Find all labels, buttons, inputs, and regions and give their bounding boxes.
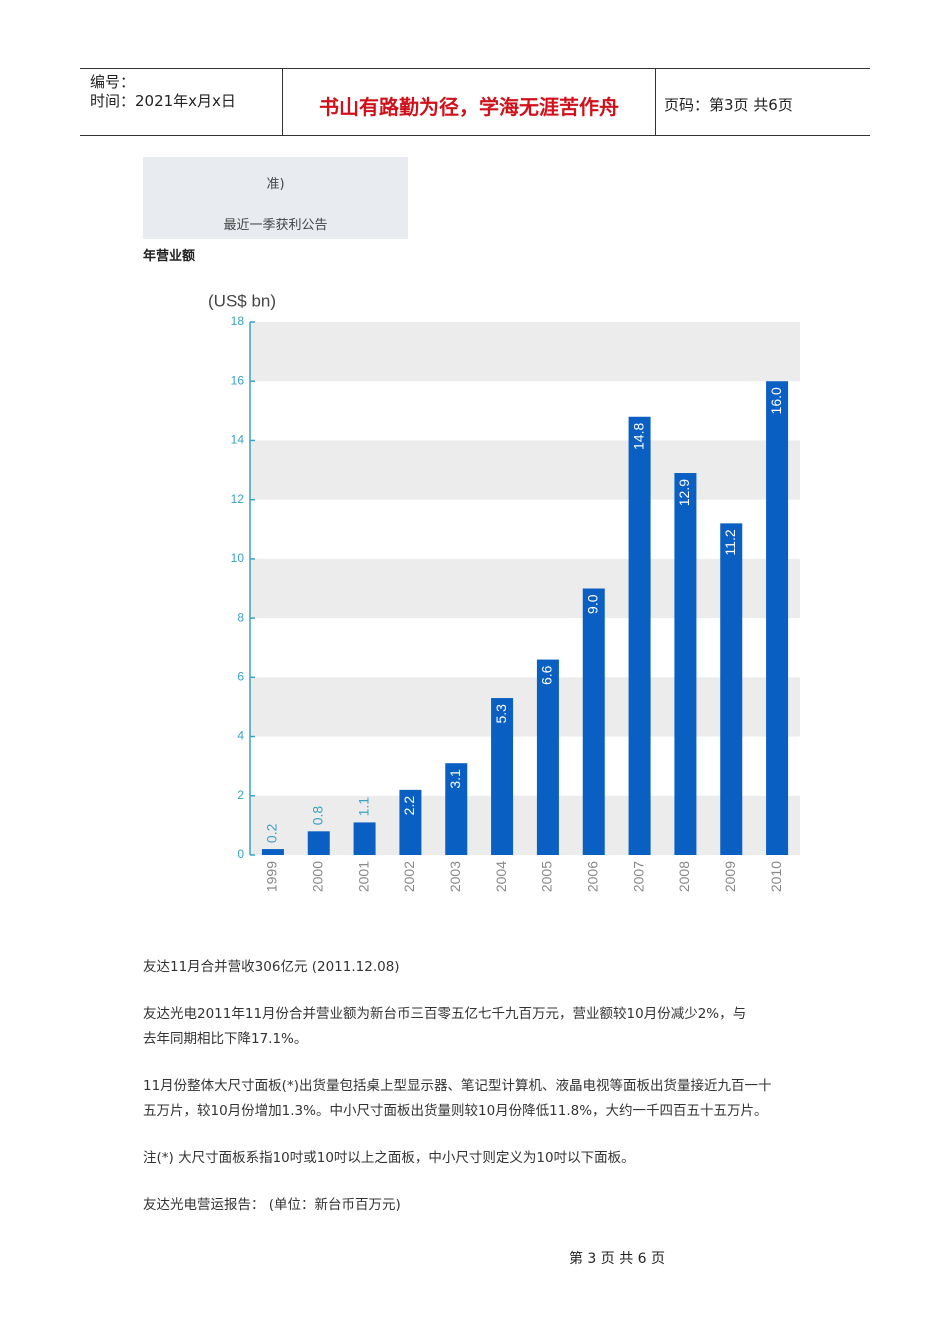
footer: 第 3 页 共 6 页 — [568, 1251, 666, 1267]
value-label: 0.2 — [264, 823, 280, 843]
paragraph-line: 注(*) 大尺寸面板系指10吋或10吋以上之面板，中小尺寸则定义为10吋以下面板… — [143, 1150, 635, 1166]
x-tick-label: 2004 — [493, 861, 509, 892]
bar — [582, 588, 605, 855]
time-label: 时间：2021年x月x日 — [90, 92, 236, 110]
value-label: 5.3 — [493, 704, 509, 724]
value-label: 11.2 — [722, 529, 738, 555]
x-tick-label: 2007 — [630, 861, 646, 892]
value-label: 3.1 — [447, 769, 463, 789]
bar — [307, 831, 330, 855]
bar — [445, 763, 468, 855]
info-box: 准) 最近一季获利公告 — [143, 157, 408, 239]
grid-band — [250, 795, 800, 855]
y-axis-label: (US$ bn) — [208, 291, 276, 310]
value-label: 12.9 — [676, 479, 692, 506]
grid-band — [250, 558, 800, 619]
grid-band — [250, 322, 800, 382]
paragraph-line: 去年同期相比下降17.1%。 — [143, 1031, 308, 1047]
paragraph-line: 五万片，较10月份增加1.3%。中小尺寸面板出货量则较10月份降低11.8%，大… — [143, 1103, 768, 1119]
x-tick-label: 2002 — [401, 861, 417, 892]
bar — [536, 659, 559, 855]
bar — [491, 698, 514, 855]
box-line: 准) — [266, 177, 285, 192]
y-tick-label: 6 — [237, 670, 244, 684]
header-divider — [282, 68, 283, 136]
bar — [353, 822, 376, 855]
grid-band — [250, 440, 800, 500]
value-label: 2.2 — [401, 796, 417, 816]
y-tick-label: 16 — [231, 373, 245, 387]
box-line: 最近一季获利公告 — [223, 218, 328, 233]
value-label: 1.1 — [355, 797, 371, 817]
y-tick-label: 12 — [231, 492, 245, 506]
x-tick-label: 2006 — [584, 861, 600, 892]
value-label: 0.8 — [309, 806, 325, 826]
bar — [261, 849, 284, 855]
y-tick-label: 18 — [231, 314, 245, 328]
y-tick-label: 14 — [231, 433, 245, 447]
header-divider — [655, 68, 656, 136]
paragraph-line: 11月份整体大尺寸面板(*)出货量包括桌上型显示器、笔记型计算机、液晶电视等面板… — [143, 1078, 772, 1094]
motto: 书山有路勤为径，学海无涯苦作舟 — [319, 95, 619, 119]
value-label: 16.0 — [768, 387, 784, 414]
bar — [720, 523, 743, 855]
paragraph-line: 友达光电营运报告： (单位：新台币百万元) — [143, 1197, 401, 1213]
x-tick-label: 2009 — [722, 861, 738, 892]
x-tick-label: 2008 — [676, 861, 692, 892]
section-title: 年营业额 — [143, 249, 196, 264]
x-tick-label: 1999 — [264, 861, 280, 892]
bar — [674, 473, 697, 855]
y-tick-label: 2 — [237, 788, 244, 802]
x-tick-label: 2010 — [768, 861, 784, 892]
y-tick-label: 8 — [237, 610, 244, 624]
bar — [399, 789, 422, 855]
page-label: 页码：第3页 共6页 — [664, 96, 793, 114]
header-rule — [80, 68, 870, 69]
x-tick-label: 2001 — [355, 861, 371, 892]
number-label: 编号： — [90, 73, 136, 91]
value-label: 9.0 — [584, 594, 600, 614]
paragraph-line: 友达光电2011年11月份合并营业额为新台币三百零五亿七千九百万元，营业额较10… — [143, 1006, 747, 1022]
x-tick-label: 2000 — [309, 861, 325, 892]
grid-band — [250, 677, 800, 737]
y-tick-label: 0 — [237, 847, 244, 861]
x-tick-label: 2003 — [447, 861, 463, 892]
bar — [628, 416, 651, 855]
header-rule — [80, 135, 870, 136]
x-tick-label: 2005 — [539, 861, 555, 892]
y-tick-label: 10 — [231, 551, 245, 565]
y-tick-label: 4 — [237, 729, 244, 743]
value-label: 6.6 — [539, 665, 555, 685]
value-label: 14.8 — [630, 423, 646, 450]
paragraph-line: 友达11月合并营收306亿元 (2011.12.08) — [143, 959, 400, 975]
bar — [766, 381, 789, 855]
